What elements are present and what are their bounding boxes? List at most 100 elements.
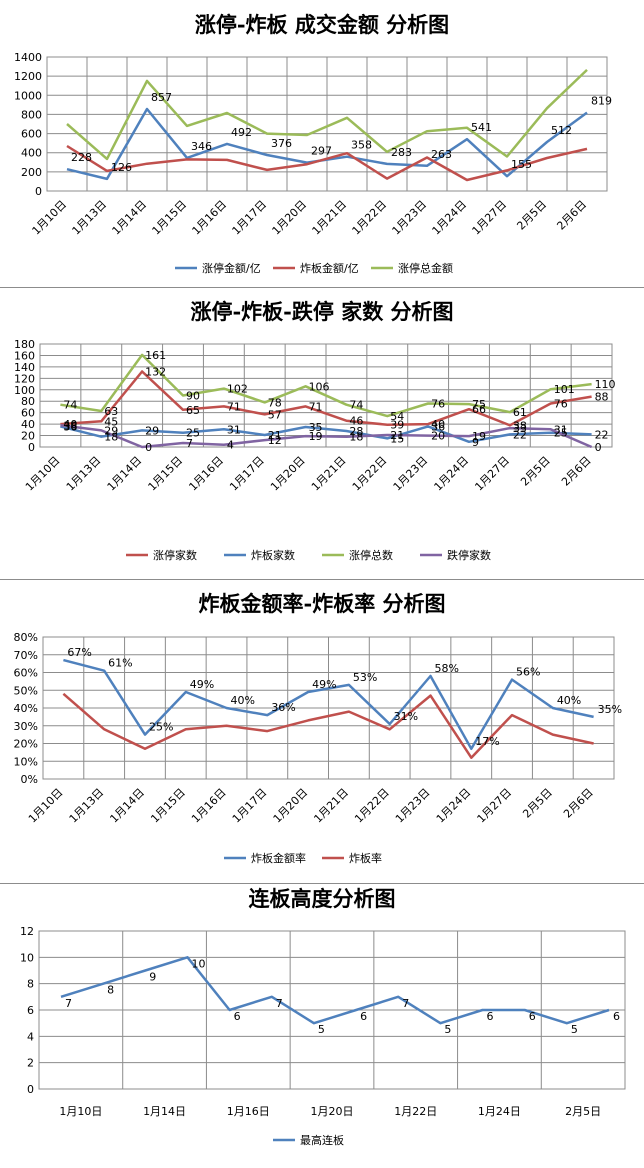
x-tick-label: 1月15日 xyxy=(146,454,186,494)
data-label: 76 xyxy=(554,398,568,411)
y-tick-label: 60% xyxy=(14,667,38,680)
y-tick-label: 800 xyxy=(21,108,42,121)
data-label: 57 xyxy=(268,408,282,421)
data-label: 101 xyxy=(554,383,575,396)
data-label: 65 xyxy=(186,404,200,417)
data-label: 6 xyxy=(234,1010,241,1023)
x-tick-label: 2月5日 xyxy=(514,198,549,233)
y-tick-label: 100 xyxy=(14,384,35,397)
y-tick-label: 40% xyxy=(14,702,38,715)
data-label: 21 xyxy=(268,429,282,442)
legend-label: 涨停总数 xyxy=(349,548,393,562)
x-tick-label: 1月27日 xyxy=(470,198,510,238)
y-tick-label: 8 xyxy=(27,978,34,991)
x-tick-label: 1月15日 xyxy=(150,198,190,238)
y-tick-label: 1200 xyxy=(14,70,42,83)
data-label: 0 xyxy=(145,441,152,454)
chart-panel-count: 涨停-炸板-跌停 家数 分析图 0 20 40 60 80 100 120 140 160 180 1… xyxy=(0,289,644,577)
data-label: 10 xyxy=(191,957,205,970)
data-label: 31 xyxy=(554,423,568,436)
data-label: 22 xyxy=(595,428,609,441)
data-label: 512 xyxy=(551,124,572,137)
data-label: 36 xyxy=(63,420,77,433)
legend-label: 炸板率 xyxy=(349,851,382,865)
x-tick-label: 1月15日 xyxy=(148,786,188,826)
legend-label: 最高连板 xyxy=(300,1133,344,1147)
x-tick-label: 1月23日 xyxy=(391,454,431,494)
data-label: 35% xyxy=(598,703,622,716)
data-label: 819 xyxy=(591,95,612,108)
data-label: 25 xyxy=(186,427,200,440)
data-label: 228 xyxy=(71,151,92,164)
chart-title: 涨停-炸板-跌停 家数 分析图 xyxy=(190,299,453,324)
data-label: 283 xyxy=(391,146,412,159)
chart-title: 炸板金额率-炸板率 分析图 xyxy=(198,591,445,616)
data-label: 541 xyxy=(471,121,492,134)
data-label: 9 xyxy=(149,971,156,984)
data-label: 12 xyxy=(268,434,282,447)
y-tick-label: 80% xyxy=(14,631,38,644)
data-label: 358 xyxy=(351,139,372,152)
legend-label: 涨停金额/亿 xyxy=(202,261,261,275)
x-tick-label: 1月21日 xyxy=(311,786,351,826)
y-tick-label: 0 xyxy=(28,441,35,454)
data-label: 15 xyxy=(390,432,404,445)
y-tick-label: 10% xyxy=(14,755,38,768)
x-tick-label: 1月13日 xyxy=(67,786,107,826)
x-tick-label: 1月24日 xyxy=(478,1105,521,1118)
x-tick-label: 1月14日 xyxy=(105,454,145,494)
y-tick-label: 0% xyxy=(21,773,38,786)
data-label: 33 xyxy=(513,422,527,435)
data-label: 492 xyxy=(231,126,252,139)
data-label: 71 xyxy=(227,400,241,413)
chart-panel-height: 连板高度分析图 0 2 4 6 8 10 12 1月10日 1月14日 1月16日 1月20日 1月22… xyxy=(0,885,644,1164)
y-tick-label: 12 xyxy=(20,925,34,938)
x-tick-label: 1月20日 xyxy=(270,198,310,238)
x-tick-label: 1月16日 xyxy=(227,1105,270,1118)
data-label: 132 xyxy=(145,365,166,378)
data-label: 31% xyxy=(394,710,418,723)
legend-label: 涨停家数 xyxy=(153,548,197,562)
data-label: 21 xyxy=(390,429,404,442)
legend-label: 跌停家数 xyxy=(447,548,491,562)
y-tick-label: 400 xyxy=(21,147,42,160)
data-label: 61% xyxy=(108,657,132,670)
data-label: 6 xyxy=(529,1010,536,1023)
y-tick-label: 70% xyxy=(14,649,38,662)
data-label: 7 xyxy=(65,997,72,1010)
data-label: 376 xyxy=(271,137,292,150)
data-label: 36% xyxy=(271,701,295,714)
data-label: 18 xyxy=(349,431,363,444)
x-tick-label: 1月20日 xyxy=(311,1105,354,1118)
y-tick-label: 160 xyxy=(14,349,35,362)
y-tick-label: 60 xyxy=(21,407,35,420)
x-tick-label: 1月14日 xyxy=(143,1105,186,1118)
x-tick-label: 1月13日 xyxy=(64,454,104,494)
amount-chart: 涨停-炸板 成交金额 分析图 0 200 400 600 800 1000 1200 1400 1… xyxy=(14,12,612,275)
x-tick-label: 1月22日 xyxy=(394,1105,437,1118)
x-tick-label: 1月16日 xyxy=(189,786,229,826)
x-tick-label: 1月27日 xyxy=(475,786,515,826)
data-label: 38 xyxy=(63,419,77,432)
data-label: 346 xyxy=(191,140,212,153)
data-label: 8 xyxy=(107,984,114,997)
data-label: 7 xyxy=(186,437,193,450)
y-tick-label: 200 xyxy=(21,166,42,179)
y-tick-label: 180 xyxy=(14,338,35,351)
data-label: 857 xyxy=(151,91,172,104)
data-label: 17% xyxy=(475,735,499,748)
legend-label: 涨停总金额 xyxy=(398,261,453,275)
x-tick-label: 2月5日 xyxy=(520,786,555,821)
data-label: 126 xyxy=(111,161,132,174)
y-tick-label: 10 xyxy=(20,951,34,964)
data-label: 46 xyxy=(349,415,363,428)
data-label: 9 xyxy=(472,436,479,449)
y-tick-label: 120 xyxy=(14,372,35,385)
x-tick-label: 1月17日 xyxy=(227,454,267,494)
data-label: 4 xyxy=(227,439,234,452)
data-label: 297 xyxy=(311,145,332,158)
data-label: 63 xyxy=(104,405,118,418)
data-label: 5 xyxy=(571,1023,578,1036)
x-tick-label: 1月20日 xyxy=(271,786,311,826)
data-label: 56% xyxy=(516,666,540,679)
